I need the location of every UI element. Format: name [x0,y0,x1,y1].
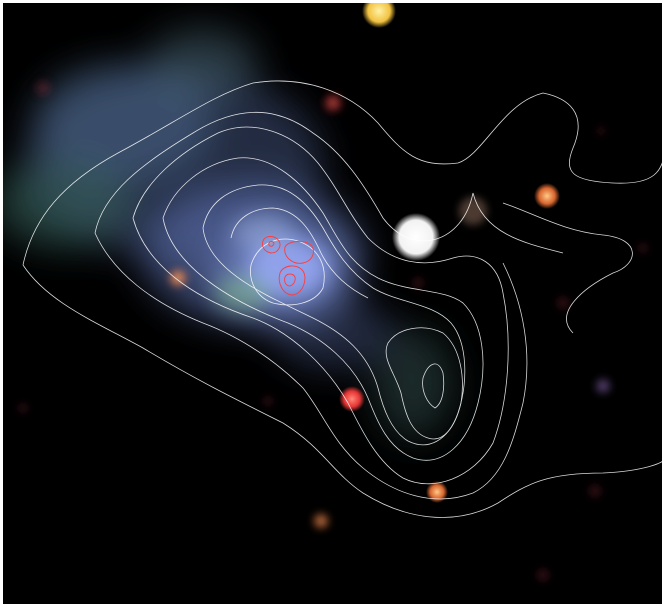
sky-image [3,3,662,583]
orange-star [426,481,448,503]
stars [339,3,560,503]
yellow-star [362,3,396,28]
red-contours [262,236,314,296]
red-star [339,386,365,412]
white-contours [22,80,662,518]
bright-white-star [392,213,440,261]
galaxy-bright-core [215,215,328,311]
orange-star [534,183,560,209]
galaxy-diffuse-emission [3,28,453,438]
faint-background-sources [17,78,649,583]
astronomical-image-frame [3,3,662,604]
